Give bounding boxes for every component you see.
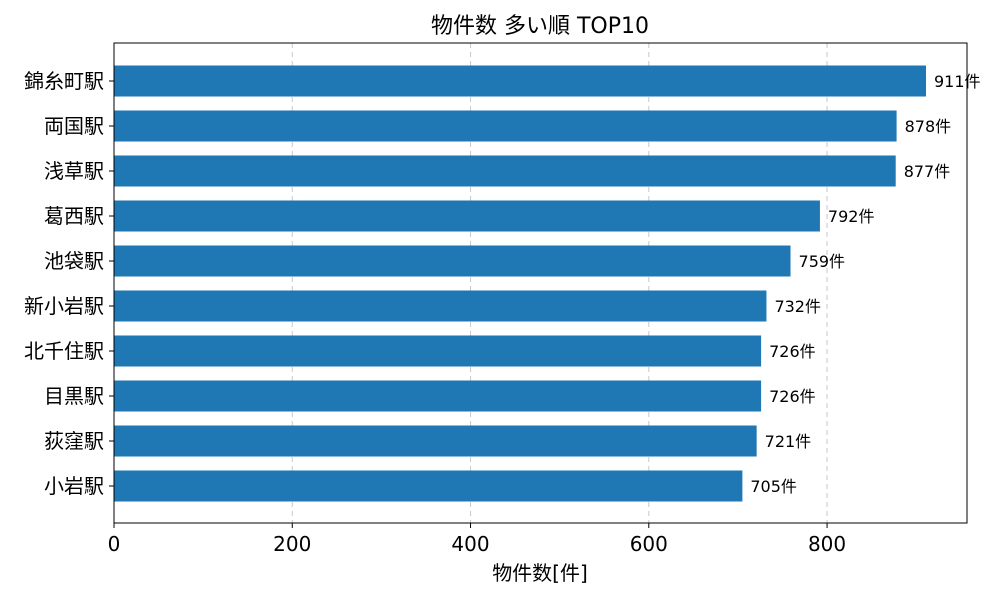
data-label-5: 732件 — [774, 297, 821, 316]
x-tick-label-1: 200 — [273, 532, 311, 556]
bar-6 — [114, 335, 762, 367]
x-tick-label-4: 800 — [808, 532, 846, 556]
bar-5 — [114, 290, 767, 322]
data-label-2: 877件 — [904, 162, 951, 181]
bar-3 — [114, 200, 820, 232]
y-tick-label-9: 小岩駅 — [44, 474, 104, 498]
bar-4 — [114, 245, 791, 277]
y-tick-label-7: 目黒駅 — [44, 384, 104, 408]
data-label-9: 705件 — [750, 477, 797, 496]
y-tick-label-6: 北千住駅 — [24, 339, 104, 363]
x-axis-label: 物件数[件] — [492, 561, 588, 585]
data-label-4: 759件 — [799, 252, 846, 271]
data-label-8: 721件 — [765, 432, 812, 451]
y-tick-label-8: 荻窪駅 — [44, 429, 104, 453]
bar-0 — [114, 65, 926, 97]
y-tick-label-2: 浅草駅 — [44, 159, 104, 183]
bar-1 — [114, 110, 897, 142]
y-tick-label-5: 新小岩駅 — [24, 294, 104, 318]
data-labels: 911件 878件 877件 792件 759件 732件 726件 726件 721件 705件 — [750, 72, 980, 496]
y-tick-label-0: 錦糸町駅 — [24, 69, 104, 93]
x-tick-label-3: 600 — [630, 532, 668, 556]
y-tick-label-4: 池袋駅 — [44, 249, 104, 273]
bar-8 — [114, 425, 757, 457]
bars — [114, 65, 926, 502]
data-label-0: 911件 — [934, 72, 981, 91]
data-label-7: 726件 — [769, 387, 816, 406]
chart-title: 物件数 多い順 TOP10 — [431, 14, 649, 39]
bar-2 — [114, 155, 896, 187]
data-label-3: 792件 — [828, 207, 875, 226]
x-tick-label-0: 0 — [108, 532, 121, 556]
plot-frame — [113, 42, 968, 524]
bar-7 — [114, 380, 762, 412]
data-label-6: 726件 — [769, 342, 816, 361]
y-tick-label-1: 両国駅 — [44, 114, 104, 138]
x-tick-labels: 0 200 400 600 800 — [108, 523, 846, 556]
x-tick-label-2: 400 — [451, 532, 489, 556]
y-tick-label-3: 葛西駅 — [44, 204, 104, 228]
bar-9 — [114, 470, 743, 502]
data-label-1: 878件 — [905, 117, 952, 136]
